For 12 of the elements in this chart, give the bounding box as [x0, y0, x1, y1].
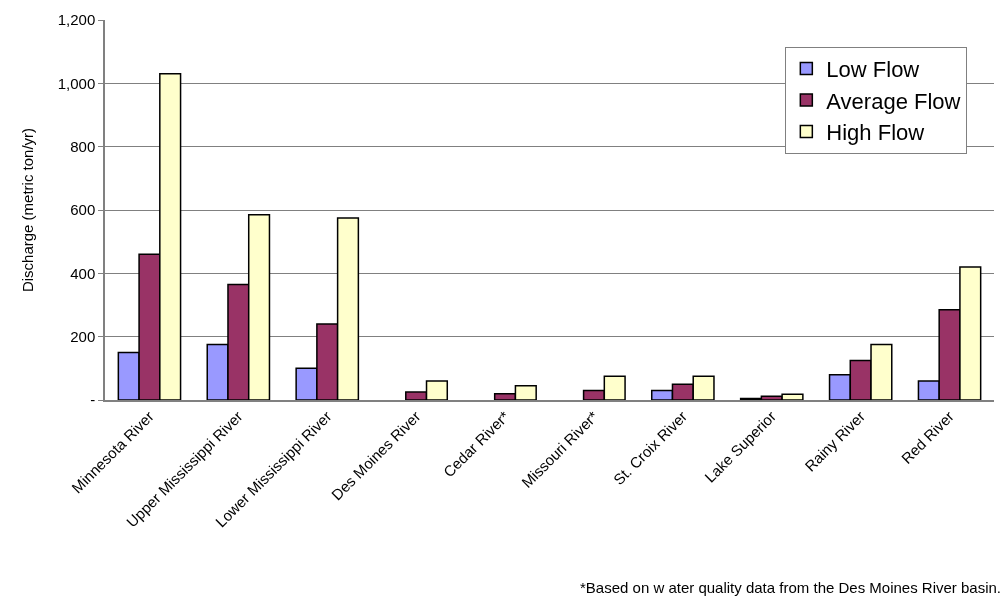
legend-label: Low Flow: [826, 56, 920, 82]
y-tick-label: 200: [70, 327, 96, 345]
legend-label: High Flow: [826, 120, 925, 146]
text: *Based on w ater quality data from the Des Moines River basin.: [580, 579, 1002, 596]
y-axis-title: Discharge (metric ton/yr): [19, 127, 37, 293]
y-tick-label: -: [90, 391, 96, 409]
y-tick-label: 1,200: [57, 11, 96, 29]
y-tick-label: 800: [70, 137, 96, 155]
legend-label: Average Flow: [826, 88, 961, 114]
y-tick-label: 1,000: [57, 74, 96, 92]
y-tick-label: 400: [70, 264, 96, 282]
y-tick-label: 600: [70, 201, 96, 219]
